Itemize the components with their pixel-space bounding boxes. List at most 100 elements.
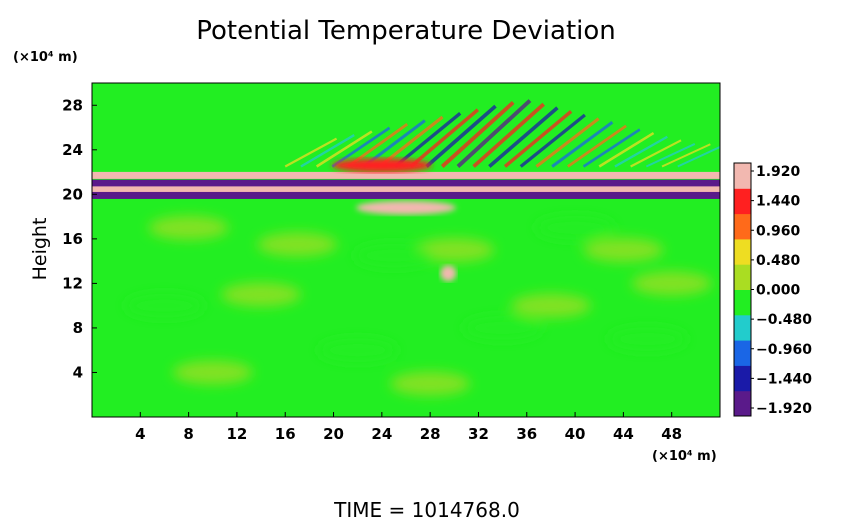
colorbar-segment — [734, 340, 751, 366]
y-axis-unit: (×10⁴ m) — [13, 50, 78, 65]
wave-streak — [519, 113, 586, 168]
colorbar-tick-label: −0.480 — [756, 312, 812, 328]
field-feature — [331, 158, 432, 173]
chart-title: Potential Temperature Deviation — [196, 16, 616, 46]
colorbar-segment — [734, 213, 751, 240]
wave-streak — [472, 102, 545, 168]
colorbar-segment — [734, 188, 751, 215]
colorbar-tick-label: −1.920 — [756, 401, 812, 417]
field-patch — [414, 238, 495, 262]
colorbar-tick-label: 1.440 — [756, 194, 801, 210]
field-patch — [148, 215, 229, 240]
plot-frame — [91, 82, 721, 418]
x-tick-label: 20 — [323, 425, 344, 443]
wave-streak — [394, 112, 462, 168]
x-tick-label: 24 — [371, 425, 392, 443]
field-waves — [284, 99, 720, 168]
wave-streak — [598, 132, 655, 168]
field-patch — [221, 282, 302, 307]
colorbar-segment — [734, 238, 751, 265]
y-axis-label: Height — [29, 218, 51, 281]
x-axis-unit: (×10⁴ m) — [652, 449, 717, 464]
temperature-band — [92, 171, 720, 179]
wave-streak — [378, 115, 444, 168]
field-features — [331, 158, 457, 282]
field-patch — [631, 271, 712, 296]
x-tick-label: 12 — [226, 425, 247, 443]
field-patch — [317, 338, 398, 363]
field-patch — [257, 232, 338, 257]
wave-streak — [677, 145, 720, 168]
wave-streak — [661, 143, 711, 168]
field-patch — [390, 371, 471, 396]
wave-streak — [300, 134, 355, 168]
wave-streak — [440, 101, 515, 168]
field-patch — [124, 293, 205, 318]
colorbar-segment — [734, 289, 751, 316]
colorbar-tick-label: 0.960 — [756, 223, 801, 239]
x-tick-label: 8 — [183, 425, 193, 443]
temperature-band — [92, 191, 720, 199]
y-tick-label: 20 — [62, 185, 83, 203]
colorbar-segment — [734, 390, 751, 417]
colorbar-tick-label: −1.440 — [756, 371, 812, 387]
wave-streak — [614, 135, 668, 168]
x-tick-label: 32 — [468, 425, 489, 443]
wave-streak — [535, 117, 600, 168]
y-tick-label: 24 — [62, 141, 83, 159]
field-patches — [124, 215, 712, 396]
colorbar-segment — [734, 365, 751, 392]
wave-streak — [551, 121, 614, 168]
wave-streak — [567, 124, 627, 168]
colorbar-tick-label: 0.480 — [756, 253, 801, 269]
wave-streak — [582, 128, 641, 168]
field-bands — [92, 171, 720, 199]
field-feature — [356, 200, 456, 215]
field-patch — [535, 215, 616, 240]
y-tick-label: 4 — [73, 363, 83, 381]
wave-streak — [456, 99, 532, 168]
wave-streak — [503, 110, 573, 168]
field-patch — [583, 238, 664, 262]
colorbar-labels: 1.920 1.440 0.960 0.480 0.000 −0.480 −0.960 −1.… — [751, 164, 812, 417]
x-tick-label: 16 — [275, 425, 296, 443]
colorbar-segment — [734, 314, 751, 341]
colorbar-tick-label: 0.000 — [756, 283, 801, 299]
temperature-band — [92, 179, 720, 187]
y-tick-label: 8 — [73, 319, 83, 337]
wave-streak — [488, 106, 559, 168]
x-tick-label: 48 — [661, 425, 682, 443]
y-tick-label: 12 — [62, 274, 83, 292]
y-tick-label: 16 — [62, 230, 83, 248]
field-patch — [607, 327, 688, 352]
y-tick-label: 28 — [62, 96, 83, 114]
wave-streak — [315, 130, 373, 168]
colorbar-segment — [734, 163, 751, 189]
x-tick-label: 36 — [516, 425, 537, 443]
wave-streak — [409, 108, 480, 168]
wave-streak — [331, 126, 391, 168]
x-tick-label: 44 — [613, 425, 634, 443]
colorbar-tick-label: −0.960 — [756, 342, 812, 358]
x-tick-label: 4 — [135, 425, 145, 443]
x-axis-ticks: 4 8 12 16 20 24 28 32 36 40 44 48 — [135, 412, 682, 443]
colorbar-frame — [733, 162, 752, 417]
field-patch — [510, 293, 591, 318]
wave-streak — [425, 104, 497, 168]
wave-streak — [645, 143, 696, 168]
field-feature — [440, 265, 457, 282]
field-patch — [462, 315, 543, 340]
time-footer: TIME = 1014768.0 — [333, 498, 520, 519]
x-tick-label: 28 — [420, 425, 441, 443]
colorbar-tick-label: 1.920 — [756, 164, 801, 180]
colorbar — [734, 163, 751, 417]
y-axis-ticks: 4 8 12 16 20 24 28 — [62, 96, 97, 381]
temperature-field — [92, 83, 720, 417]
wave-streak — [630, 139, 682, 168]
temperature-band — [92, 186, 720, 194]
field-patch — [353, 243, 434, 268]
x-tick-label: 40 — [565, 425, 586, 443]
wave-streak — [284, 137, 338, 168]
colorbar-segment — [734, 264, 751, 290]
